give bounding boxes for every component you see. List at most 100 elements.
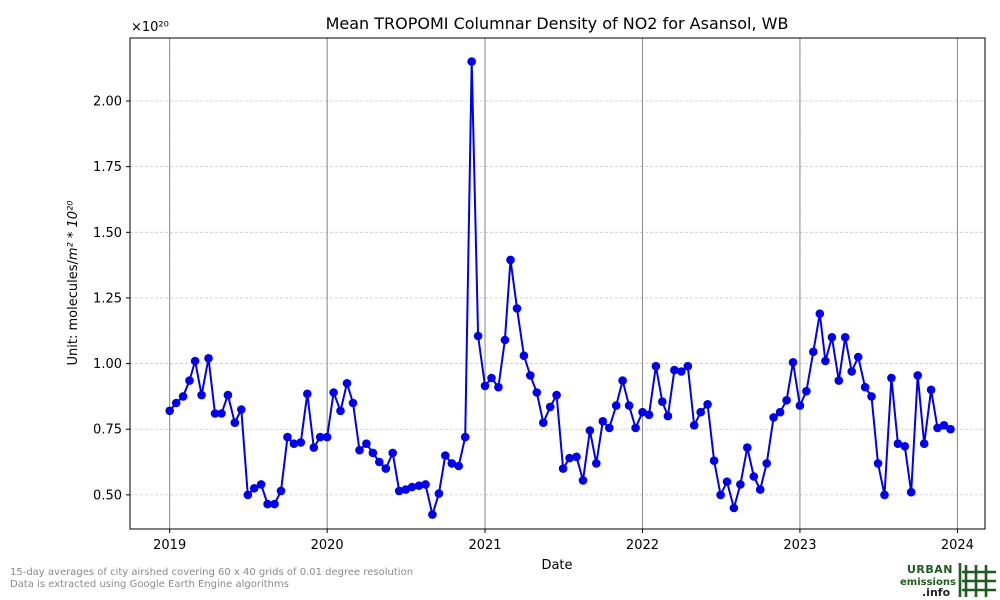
data-point	[624, 401, 634, 410]
data-point	[809, 347, 818, 357]
data-point	[605, 423, 614, 433]
data-point	[749, 472, 759, 481]
series-line	[168, 61, 952, 519]
data-point	[827, 333, 837, 342]
data-point	[197, 390, 206, 400]
data-point	[421, 480, 430, 489]
data-point	[368, 448, 378, 458]
data-point	[223, 390, 233, 400]
data-point	[185, 376, 194, 385]
data-point	[755, 485, 765, 494]
plot-frame	[129, 37, 986, 530]
data-point	[178, 392, 188, 401]
data-point	[336, 406, 345, 416]
x-tick-label: 2022	[626, 538, 659, 553]
data-point	[782, 396, 791, 405]
data-point	[873, 459, 883, 468]
x-tick-label: 2024	[941, 538, 974, 553]
data-point	[578, 476, 588, 485]
y-axis-label-prefix: Unit: molecules/	[66, 260, 81, 366]
data-point	[263, 499, 272, 509]
data-point	[545, 402, 555, 412]
x-tick-label: 2023	[783, 538, 816, 553]
data-point	[585, 426, 595, 435]
data-point	[454, 461, 464, 471]
data-point	[926, 385, 936, 395]
y-tick-label: 2.00	[93, 95, 122, 110]
data-point	[847, 367, 856, 376]
data-point	[815, 309, 825, 319]
data-point	[289, 439, 299, 449]
data-point	[190, 356, 200, 366]
data-point	[276, 486, 286, 496]
data-point	[447, 459, 457, 468]
data-point	[663, 411, 673, 421]
y-tick-label: 1.75	[93, 160, 122, 175]
data-point	[638, 407, 647, 417]
data-point	[381, 464, 391, 473]
data-point	[795, 401, 805, 410]
data-points	[165, 57, 955, 519]
data-point	[631, 423, 640, 433]
data-point	[526, 371, 535, 380]
grid	[130, 38, 985, 529]
footnote-2: Data is extracted using Google Earth Eng…	[10, 579, 289, 590]
data-point	[821, 356, 830, 366]
data-point	[893, 439, 903, 449]
chart-title: Mean TROPOMI Columnar Density of NO2 for…	[326, 14, 789, 33]
logo-word-emissions: emissions	[900, 577, 956, 588]
hash-grid-icon	[958, 563, 996, 597]
data-point	[552, 390, 561, 400]
data-point	[722, 477, 732, 487]
data-point	[539, 418, 548, 428]
data-point	[743, 443, 752, 452]
data-point	[913, 371, 922, 380]
data-point	[658, 397, 667, 407]
data-point	[689, 421, 699, 430]
data-point	[887, 373, 896, 383]
data-point	[329, 388, 338, 397]
data-point	[487, 373, 496, 383]
data-point	[644, 410, 654, 420]
data-point	[729, 503, 739, 513]
data-point	[853, 352, 863, 362]
data-point	[388, 448, 398, 458]
data-point	[237, 405, 246, 414]
urban-emissions-logo: URBAN emissions .info	[900, 563, 996, 599]
data-point	[696, 407, 705, 417]
y-offset-label: ×10²⁰	[131, 20, 169, 35]
data-point	[473, 331, 483, 341]
data-point	[703, 400, 712, 409]
data-point	[598, 417, 608, 426]
data-point	[165, 406, 174, 416]
data-point	[467, 57, 477, 66]
data-point	[303, 389, 312, 399]
data-point	[919, 439, 929, 449]
data-point	[309, 443, 319, 452]
data-point	[762, 459, 771, 468]
data-point	[933, 423, 942, 433]
data-point	[441, 451, 450, 460]
data-point	[217, 409, 226, 418]
data-point	[460, 432, 470, 442]
y-tick-label: 1.00	[93, 357, 122, 372]
logo-word-info: .info	[922, 586, 951, 599]
data-point	[512, 304, 522, 313]
y-axis-label-unit: m² * 10²⁰	[66, 200, 81, 260]
data-point	[532, 388, 542, 397]
data-point	[565, 453, 574, 463]
data-point	[171, 398, 181, 408]
data-point	[736, 480, 745, 489]
data-point	[716, 490, 725, 500]
data-point	[572, 452, 581, 462]
y-tick-label: 0.50	[93, 488, 122, 503]
data-point	[860, 382, 870, 392]
data-point	[558, 464, 568, 473]
data-point	[802, 386, 811, 396]
x-axis-label: Date	[541, 558, 572, 573]
x-tick-label: 2021	[468, 538, 501, 553]
data-point	[946, 424, 955, 434]
data-point	[283, 432, 292, 442]
data-point	[709, 456, 719, 466]
